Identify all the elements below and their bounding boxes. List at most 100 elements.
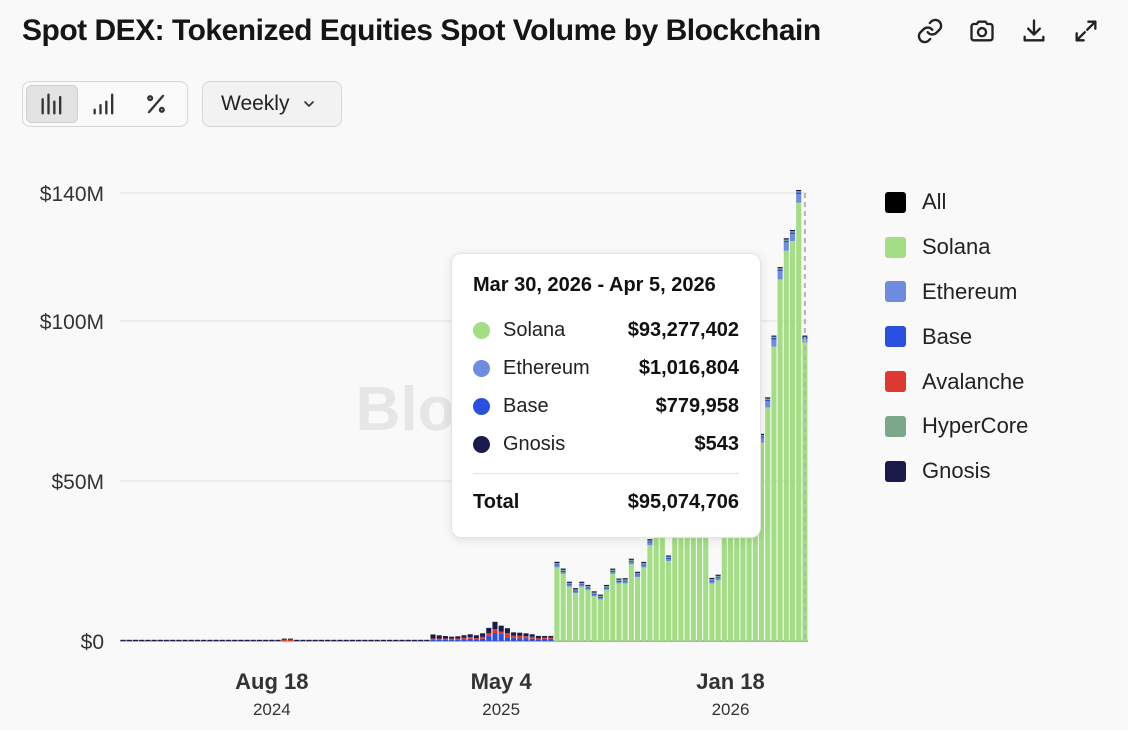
bar-segment-hypercore[interactable] [789,231,796,233]
bar-segment-ethereum[interactable] [666,559,672,561]
bar-segment-gnosis[interactable] [566,581,572,583]
bar-segment-gnosis[interactable] [771,335,777,337]
bar-segment-base[interactable] [610,571,616,573]
bar-segment-solana[interactable] [591,596,597,641]
bar-segment-hypercore[interactable] [709,579,715,581]
bar-segment-base[interactable] [641,564,647,566]
bar-segment-gnosis[interactable] [635,571,641,573]
bar-segment-avalanche[interactable] [461,637,467,640]
bar-segment-base[interactable] [560,571,566,573]
bar-segment-solana[interactable] [696,513,703,641]
period-select[interactable]: Weekly [202,81,342,127]
bar-segment-solana[interactable] [653,535,659,641]
bar-segment-base[interactable] [480,638,486,641]
bar-segment-base[interactable] [492,633,498,641]
bar-segment-solana[interactable] [659,529,665,641]
bar-segment-gnosis[interactable] [709,577,715,580]
bar-segment-hypercore[interactable] [573,589,579,591]
bar-segment-hypercore[interactable] [758,435,765,437]
bar-segment-gnosis[interactable] [480,633,486,637]
bar-segment-gnosis[interactable] [393,639,399,641]
bar-segment-solana[interactable] [715,580,721,641]
bar-segment-gnosis[interactable] [622,578,628,580]
bar-segment-solana[interactable] [585,589,591,641]
bar-segment-ethereum[interactable] [783,242,789,251]
bar-segment-solana[interactable] [796,202,802,641]
bar-segment-avalanche[interactable] [504,633,510,638]
bar-segment-gnosis[interactable] [604,584,610,587]
bar-segment-base[interactable] [622,580,628,582]
bar-segment-ethereum[interactable] [641,565,647,568]
bar-segment-ethereum[interactable] [591,594,597,597]
bar-segment-avalanche[interactable] [492,629,498,633]
bar-segment-solana[interactable] [709,583,715,641]
bar-segment-gnosis[interactable] [492,621,498,630]
bar-segment-gnosis[interactable] [362,639,368,641]
signal-bars-icon[interactable] [78,85,130,123]
bar-segment-base[interactable] [455,639,461,641]
bar-segment-solana[interactable] [746,481,752,641]
bar-segment-base[interactable] [548,638,554,641]
bar-segment-solana[interactable] [703,519,709,641]
link-icon[interactable] [911,12,949,50]
bar-segment-ethereum[interactable] [628,562,634,565]
bar-segment-avalanche[interactable] [498,631,504,634]
bar-segment-avalanche[interactable] [511,635,517,638]
bar-segment-base[interactable] [498,633,504,641]
bar-segment-avalanche[interactable] [517,635,523,639]
bar-segment-base[interactable] [771,337,777,340]
bar-segment-gnosis[interactable] [145,639,151,641]
bar-segment-gnosis[interactable] [430,634,436,639]
expand-icon[interactable] [1067,12,1105,50]
bar-segment-base[interactable] [566,584,572,586]
bar-segment-gnosis[interactable] [294,639,300,641]
bar-segment-solana[interactable] [765,407,771,641]
bar-segment-ethereum[interactable] [635,575,641,577]
bar-segment-gnosis[interactable] [666,555,672,557]
bar-segment-gnosis[interactable] [238,639,244,641]
bar-segment-solana[interactable] [560,573,566,641]
bar-segment-base[interactable] [789,232,796,234]
bar-segment-base[interactable] [585,587,591,589]
bar-segment-gnosis[interactable] [647,539,653,541]
bar-segment-gnosis[interactable] [579,581,585,583]
bar-segment-base[interactable] [511,637,517,641]
bar-segment-hypercore[interactable] [771,336,777,338]
bar-segment-base[interactable] [449,639,455,641]
bar-segment-gnosis[interactable] [597,594,603,596]
bar-segment-hypercore[interactable] [628,559,634,562]
legend-item-all[interactable]: All [885,180,1028,225]
bar-segment-hypercore[interactable] [635,573,641,575]
bar-segment-base[interactable] [783,240,789,243]
bar-segment-gnosis[interactable] [535,635,541,639]
bar-segment-avalanche[interactable] [480,636,486,639]
bar-segment-ethereum[interactable] [579,585,585,587]
bar-segment-base[interactable] [473,639,479,641]
bar-segment-gnosis[interactable] [281,638,287,640]
bar-segment-gnosis[interactable] [517,632,523,636]
bar-segment-solana[interactable] [635,577,641,641]
bar-segment-solana[interactable] [752,465,758,641]
bar-segment-gnosis[interactable] [387,639,393,641]
bar-segment-avalanche[interactable] [287,639,293,641]
bar-segment-gnosis[interactable] [758,433,765,435]
bar-segment-gnosis[interactable] [511,632,517,636]
bar-segment-solana[interactable] [789,241,796,641]
bar-segment-avalanche[interactable] [455,638,461,640]
bar-segment-hypercore[interactable] [616,579,622,581]
bar-segment-hypercore[interactable] [591,592,597,594]
bar-segment-solana[interactable] [597,599,603,641]
bar-segment-ethereum[interactable] [610,572,616,574]
bar-segment-base[interactable] [504,637,510,641]
bar-segment-ethereum[interactable] [597,598,603,600]
bar-segment-gnosis[interactable] [157,639,163,641]
bar-segment-avalanche[interactable] [473,638,479,640]
bar-segment-solana[interactable] [628,564,634,641]
bar-segment-gnosis[interactable] [641,561,647,564]
bar-segment-solana[interactable] [554,567,560,641]
bar-segment-solana[interactable] [777,279,783,641]
bar-segment-gnosis[interactable] [529,634,535,637]
bar-segment-solana[interactable] [721,519,727,641]
bar-segment-ethereum[interactable] [616,582,622,584]
bar-segment-gnosis[interactable] [585,584,591,587]
